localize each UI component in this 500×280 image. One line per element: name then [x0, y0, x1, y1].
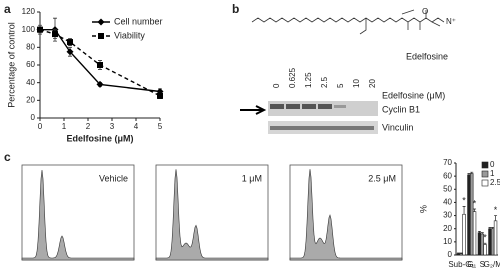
- bar: [472, 211, 477, 256]
- marker: [97, 62, 103, 68]
- lane-label: 5: [336, 83, 345, 88]
- y-tick-label: 0: [448, 250, 453, 259]
- blot-protein: Vinculin: [382, 122, 413, 132]
- y-axis-label: %: [418, 205, 428, 213]
- lane-label: 0: [272, 83, 281, 88]
- blot-bands: [270, 104, 374, 130]
- structure-label: Edelfosine: [406, 51, 448, 61]
- significance: *: [462, 196, 466, 206]
- histogram: [21, 169, 135, 261]
- error-bar: [456, 252, 460, 254]
- bar: [491, 228, 495, 256]
- legend-swatch: [481, 170, 489, 178]
- y-tick-label: 40: [443, 198, 452, 207]
- marker: [37, 26, 43, 33]
- histogram: [289, 169, 403, 261]
- x-tick-label: 5: [158, 122, 163, 131]
- x-tick-label: 1: [62, 122, 67, 131]
- bar: [456, 253, 461, 256]
- y-tick-label: 0: [31, 113, 36, 122]
- lane-label: 0.625: [288, 67, 297, 88]
- legend-label: Cell number: [114, 16, 163, 26]
- x-tick-label: G₂/M: [484, 260, 500, 269]
- chemical-structure: [251, 9, 445, 35]
- legend-label: 2.5: [490, 178, 500, 187]
- y-tick-label: 60: [443, 171, 452, 180]
- significance: *: [473, 198, 477, 208]
- marker: [96, 80, 104, 88]
- panel-letter: c: [4, 150, 11, 164]
- x-tick-label: S: [480, 260, 485, 269]
- y-tick-label: 40: [26, 78, 35, 87]
- error-bar: [470, 171, 474, 174]
- y-tick-label: 10: [443, 237, 452, 246]
- blot-protein: Cyclin B1: [382, 104, 420, 114]
- y-axis-label: Percentage of control: [6, 22, 16, 108]
- bar: [467, 174, 471, 256]
- bar: [493, 220, 498, 256]
- y-tick-label: 70: [443, 158, 452, 167]
- marker: [66, 48, 74, 56]
- lane-label: 2.5: [320, 76, 329, 88]
- marker: [97, 18, 105, 26]
- error-bar: [477, 230, 481, 233]
- panel-letter: b: [232, 2, 239, 16]
- marker: [157, 92, 163, 99]
- y-tick-label: 20: [26, 95, 35, 104]
- lane-label: 20: [368, 79, 377, 88]
- significance: *: [483, 233, 487, 243]
- y-tick-label: 20: [443, 224, 452, 233]
- error-bar: [480, 232, 484, 234]
- legend-label: 1: [490, 169, 495, 178]
- line: [39, 28, 161, 97]
- x-axis-label: Edelfosine (μM): [66, 133, 133, 143]
- y-tick-label: 30: [443, 211, 452, 220]
- x-tick-label: 3: [110, 122, 115, 131]
- panel-letter: a: [4, 2, 11, 16]
- error-bar: [494, 215, 498, 221]
- legend-swatch: [481, 179, 489, 187]
- y-tick-label: 50: [443, 184, 452, 193]
- marker: [67, 39, 73, 46]
- y-tick-label: 100: [22, 25, 36, 34]
- significance: *: [494, 205, 498, 215]
- marker: [98, 33, 104, 39]
- legend-label: Viability: [114, 30, 145, 40]
- histogram-label: 2.5 μM: [368, 173, 396, 183]
- error-bar: [467, 173, 471, 175]
- error-bar: [459, 252, 463, 254]
- bar: [462, 213, 466, 256]
- x-tick-label: 0: [38, 122, 43, 131]
- y-tick-label: 60: [26, 60, 35, 69]
- x-tick-label: 2: [86, 122, 91, 131]
- blot-treatment: Edelfosine (μM): [382, 90, 445, 100]
- x-tick-label: G₁: [467, 260, 476, 269]
- marker: [52, 31, 58, 38]
- arrow: [240, 105, 267, 115]
- error-bar: [488, 227, 492, 229]
- lane-label: 10: [352, 79, 361, 88]
- bar: [483, 244, 487, 256]
- legend-label: 0: [490, 160, 495, 169]
- x-tick-label: Sub-G₁: [448, 260, 474, 269]
- lane-label: 1.25: [304, 72, 313, 88]
- x-tick-label: 4: [134, 122, 139, 131]
- histogram-label: Vehicle: [99, 173, 128, 183]
- legend-swatch: [481, 161, 489, 169]
- bar: [488, 228, 492, 256]
- bar: [459, 253, 463, 256]
- error-bar: [462, 206, 466, 215]
- structure-atom: N⁺: [446, 17, 456, 26]
- y-tick-label: 120: [22, 7, 36, 16]
- histogram: [155, 169, 269, 261]
- error-bar: [483, 242, 487, 245]
- error-bar: [491, 227, 495, 229]
- histogram-label: 1 μM: [242, 173, 262, 183]
- error-bar: [473, 208, 477, 212]
- bar: [477, 232, 482, 256]
- structure-atom: O: [422, 7, 428, 16]
- y-tick-label: 80: [26, 42, 35, 51]
- bar: [470, 173, 474, 256]
